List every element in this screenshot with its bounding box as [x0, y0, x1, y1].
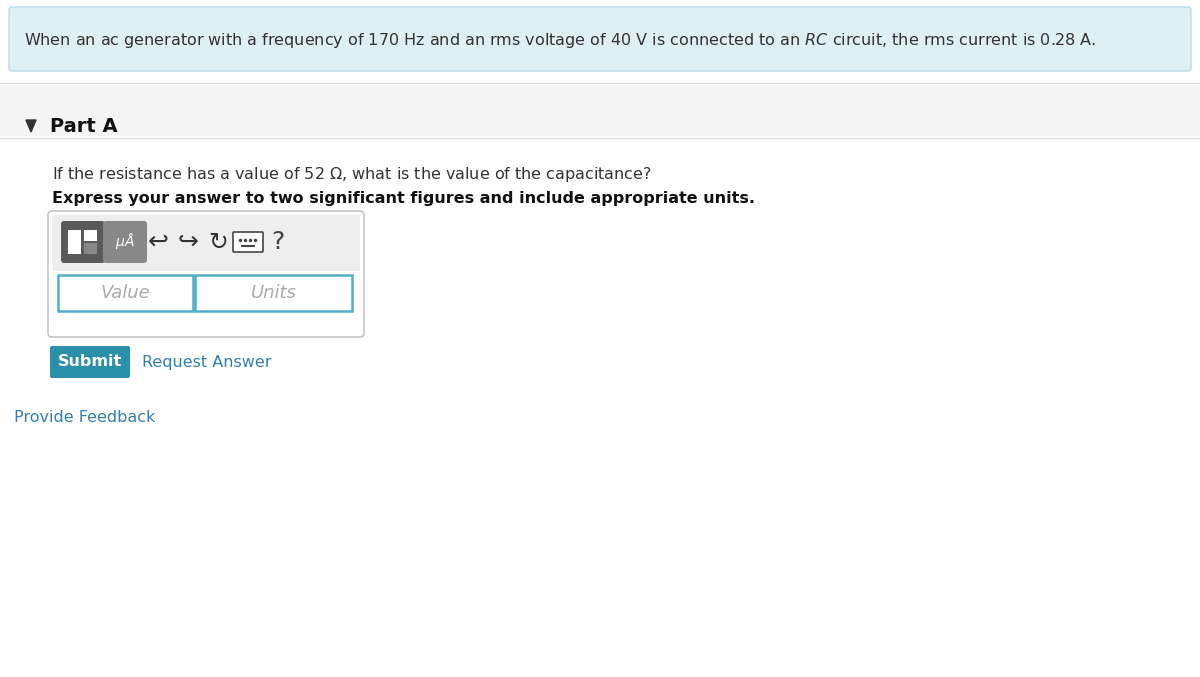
- FancyBboxPatch shape: [84, 243, 97, 254]
- Text: ↩: ↩: [148, 230, 168, 254]
- FancyBboxPatch shape: [103, 221, 148, 263]
- Text: Express your answer to two significant figures and include appropriate units.: Express your answer to two significant f…: [52, 190, 755, 206]
- FancyBboxPatch shape: [10, 7, 1190, 71]
- FancyBboxPatch shape: [58, 275, 193, 311]
- FancyBboxPatch shape: [0, 84, 1200, 136]
- Polygon shape: [26, 120, 36, 132]
- Text: $\mu$$\AA$: $\mu$$\AA$: [115, 231, 134, 251]
- FancyBboxPatch shape: [52, 215, 360, 271]
- Text: Value: Value: [101, 284, 150, 302]
- Text: Part A: Part A: [50, 116, 118, 135]
- Text: Provide Feedback: Provide Feedback: [14, 410, 155, 426]
- Text: Request Answer: Request Answer: [142, 355, 271, 370]
- Text: Submit: Submit: [58, 355, 122, 370]
- Text: Units: Units: [251, 284, 296, 302]
- Text: ↻: ↻: [208, 230, 228, 254]
- Text: When an ac generator with a frequency of 170 $\mathsf{Hz}$ and an rms voltage of: When an ac generator with a frequency of…: [24, 30, 1096, 49]
- FancyBboxPatch shape: [68, 230, 82, 254]
- FancyBboxPatch shape: [50, 346, 130, 378]
- FancyBboxPatch shape: [84, 230, 97, 241]
- FancyBboxPatch shape: [48, 211, 364, 337]
- Text: ?: ?: [271, 230, 284, 254]
- FancyBboxPatch shape: [61, 221, 106, 263]
- FancyBboxPatch shape: [233, 232, 263, 252]
- Text: If the resistance has a value of 52 $\Omega$, what is the value of the capacitan: If the resistance has a value of 52 $\Om…: [52, 165, 652, 183]
- FancyBboxPatch shape: [194, 275, 352, 311]
- Text: ↪: ↪: [178, 230, 198, 254]
